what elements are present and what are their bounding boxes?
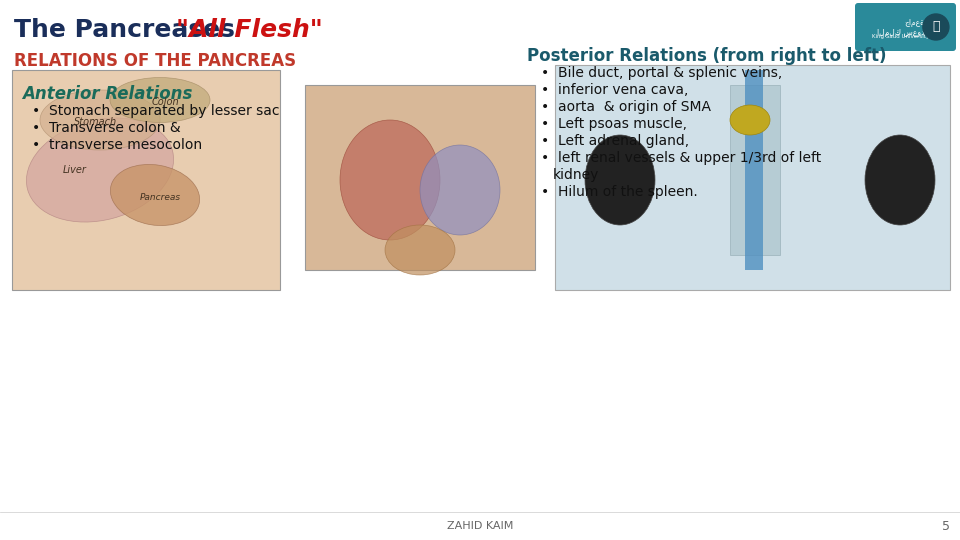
Text: kidney: kidney (553, 168, 599, 182)
Text: King Saud University: King Saud University (873, 34, 929, 39)
Text: •  Left psoas muscle,: • Left psoas muscle, (541, 117, 687, 131)
Text: The Pancreases: The Pancreases (14, 18, 244, 42)
Text: Pancreas: Pancreas (139, 192, 180, 201)
Ellipse shape (385, 225, 455, 275)
Text: RELATIONS OF THE PANCREAS: RELATIONS OF THE PANCREAS (14, 52, 296, 70)
Text: ZAHID KAIM: ZAHID KAIM (446, 521, 514, 531)
Text: Stomach: Stomach (73, 117, 116, 127)
Text: •  aorta  & origin of SMA: • aorta & origin of SMA (541, 100, 711, 114)
Ellipse shape (27, 118, 174, 222)
Text: Liver: Liver (63, 165, 87, 175)
Ellipse shape (420, 145, 500, 235)
Bar (12, 70, 280, 290)
Text: "All Flesh": "All Flesh" (176, 18, 323, 42)
Text: Posterior Relations (from right to left): Posterior Relations (from right to left) (527, 47, 886, 65)
Text: •  inferior vena cava,: • inferior vena cava, (541, 83, 688, 97)
Ellipse shape (110, 78, 210, 123)
FancyBboxPatch shape (855, 3, 956, 51)
Text: Colon: Colon (151, 97, 179, 107)
Text: Anterior Relations: Anterior Relations (22, 85, 192, 103)
Text: •  Transverse colon &: • Transverse colon & (32, 121, 180, 135)
Ellipse shape (40, 90, 160, 150)
Ellipse shape (730, 105, 770, 135)
Text: •  left renal vessels & upper 1/3rd of left: • left renal vessels & upper 1/3rd of le… (541, 151, 821, 165)
Ellipse shape (110, 165, 200, 226)
Bar (305, 85, 535, 270)
Text: 5: 5 (942, 519, 950, 532)
Text: •  Hilum of the spleen.: • Hilum of the spleen. (541, 185, 698, 199)
Circle shape (923, 14, 948, 40)
Text: •  Left adrenal gland,: • Left adrenal gland, (541, 134, 689, 148)
Bar (555, 65, 950, 290)
Text: •  Bile duct, portal & splenic veins,: • Bile duct, portal & splenic veins, (541, 66, 782, 80)
Bar (745, 70, 763, 270)
Text: جامعة
الملك سعود: جامعة الملك سعود (877, 18, 924, 37)
Text: •  Stomach separated by lesser sac: • Stomach separated by lesser sac (32, 104, 279, 118)
Ellipse shape (340, 120, 440, 240)
Text: •  transverse mesocolon: • transverse mesocolon (32, 138, 203, 152)
Bar (730, 85, 780, 255)
Text: 🏛: 🏛 (932, 21, 940, 33)
Ellipse shape (585, 135, 655, 225)
Ellipse shape (865, 135, 935, 225)
